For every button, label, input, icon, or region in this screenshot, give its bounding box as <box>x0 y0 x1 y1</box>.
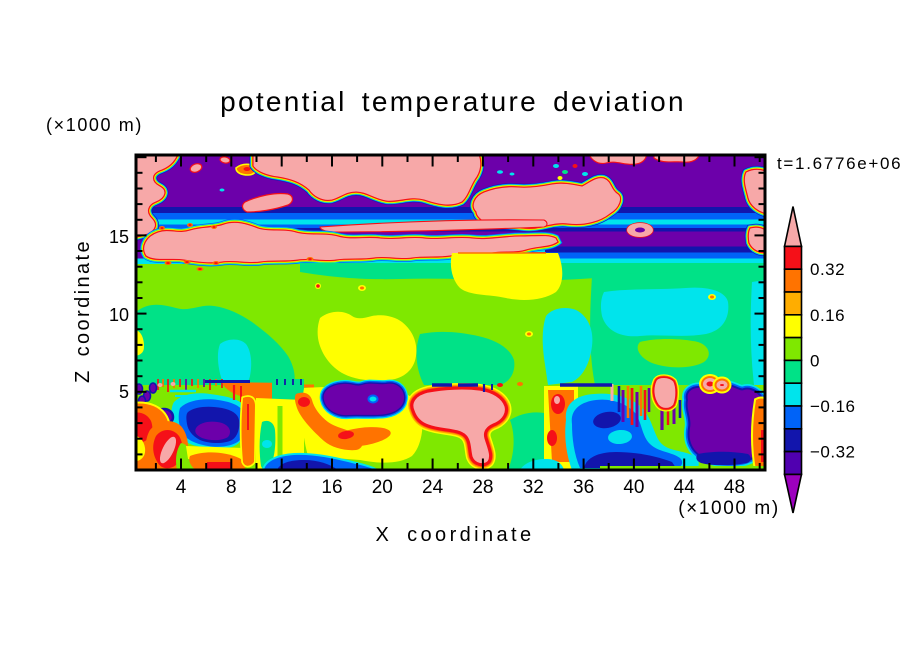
svg-text:48: 48 <box>724 477 745 498</box>
svg-text:X coordinate: X coordinate <box>375 524 534 546</box>
svg-text:(×1000 m): (×1000 m) <box>678 498 780 519</box>
svg-text:24: 24 <box>422 477 444 498</box>
svg-text:28: 28 <box>472 477 493 498</box>
svg-text:t=1.6776e+06: t=1.6776e+06 <box>777 154 902 173</box>
svg-text:4: 4 <box>176 477 187 498</box>
svg-text:10: 10 <box>109 305 129 325</box>
svg-text:40: 40 <box>623 477 644 498</box>
svg-text:0.32: 0.32 <box>810 260 845 279</box>
svg-text:16: 16 <box>321 477 342 498</box>
svg-text:0: 0 <box>810 351 820 370</box>
svg-text:12: 12 <box>271 477 292 498</box>
svg-text:potential temperature deviatio: potential temperature deviation <box>220 86 686 117</box>
svg-text:5: 5 <box>119 382 129 402</box>
svg-text:44: 44 <box>674 477 696 498</box>
svg-text:Z coordinate: Z coordinate <box>72 239 94 383</box>
svg-text:0.16: 0.16 <box>810 306 845 325</box>
svg-text:20: 20 <box>372 477 393 498</box>
svg-text:(×1000 m): (×1000 m) <box>46 115 143 135</box>
svg-text:32: 32 <box>523 477 544 498</box>
svg-text:15: 15 <box>109 227 129 247</box>
svg-text:8: 8 <box>226 477 237 498</box>
svg-text:−0.32: −0.32 <box>810 443 856 462</box>
svg-text:−0.16: −0.16 <box>810 397 856 416</box>
svg-text:36: 36 <box>573 477 594 498</box>
